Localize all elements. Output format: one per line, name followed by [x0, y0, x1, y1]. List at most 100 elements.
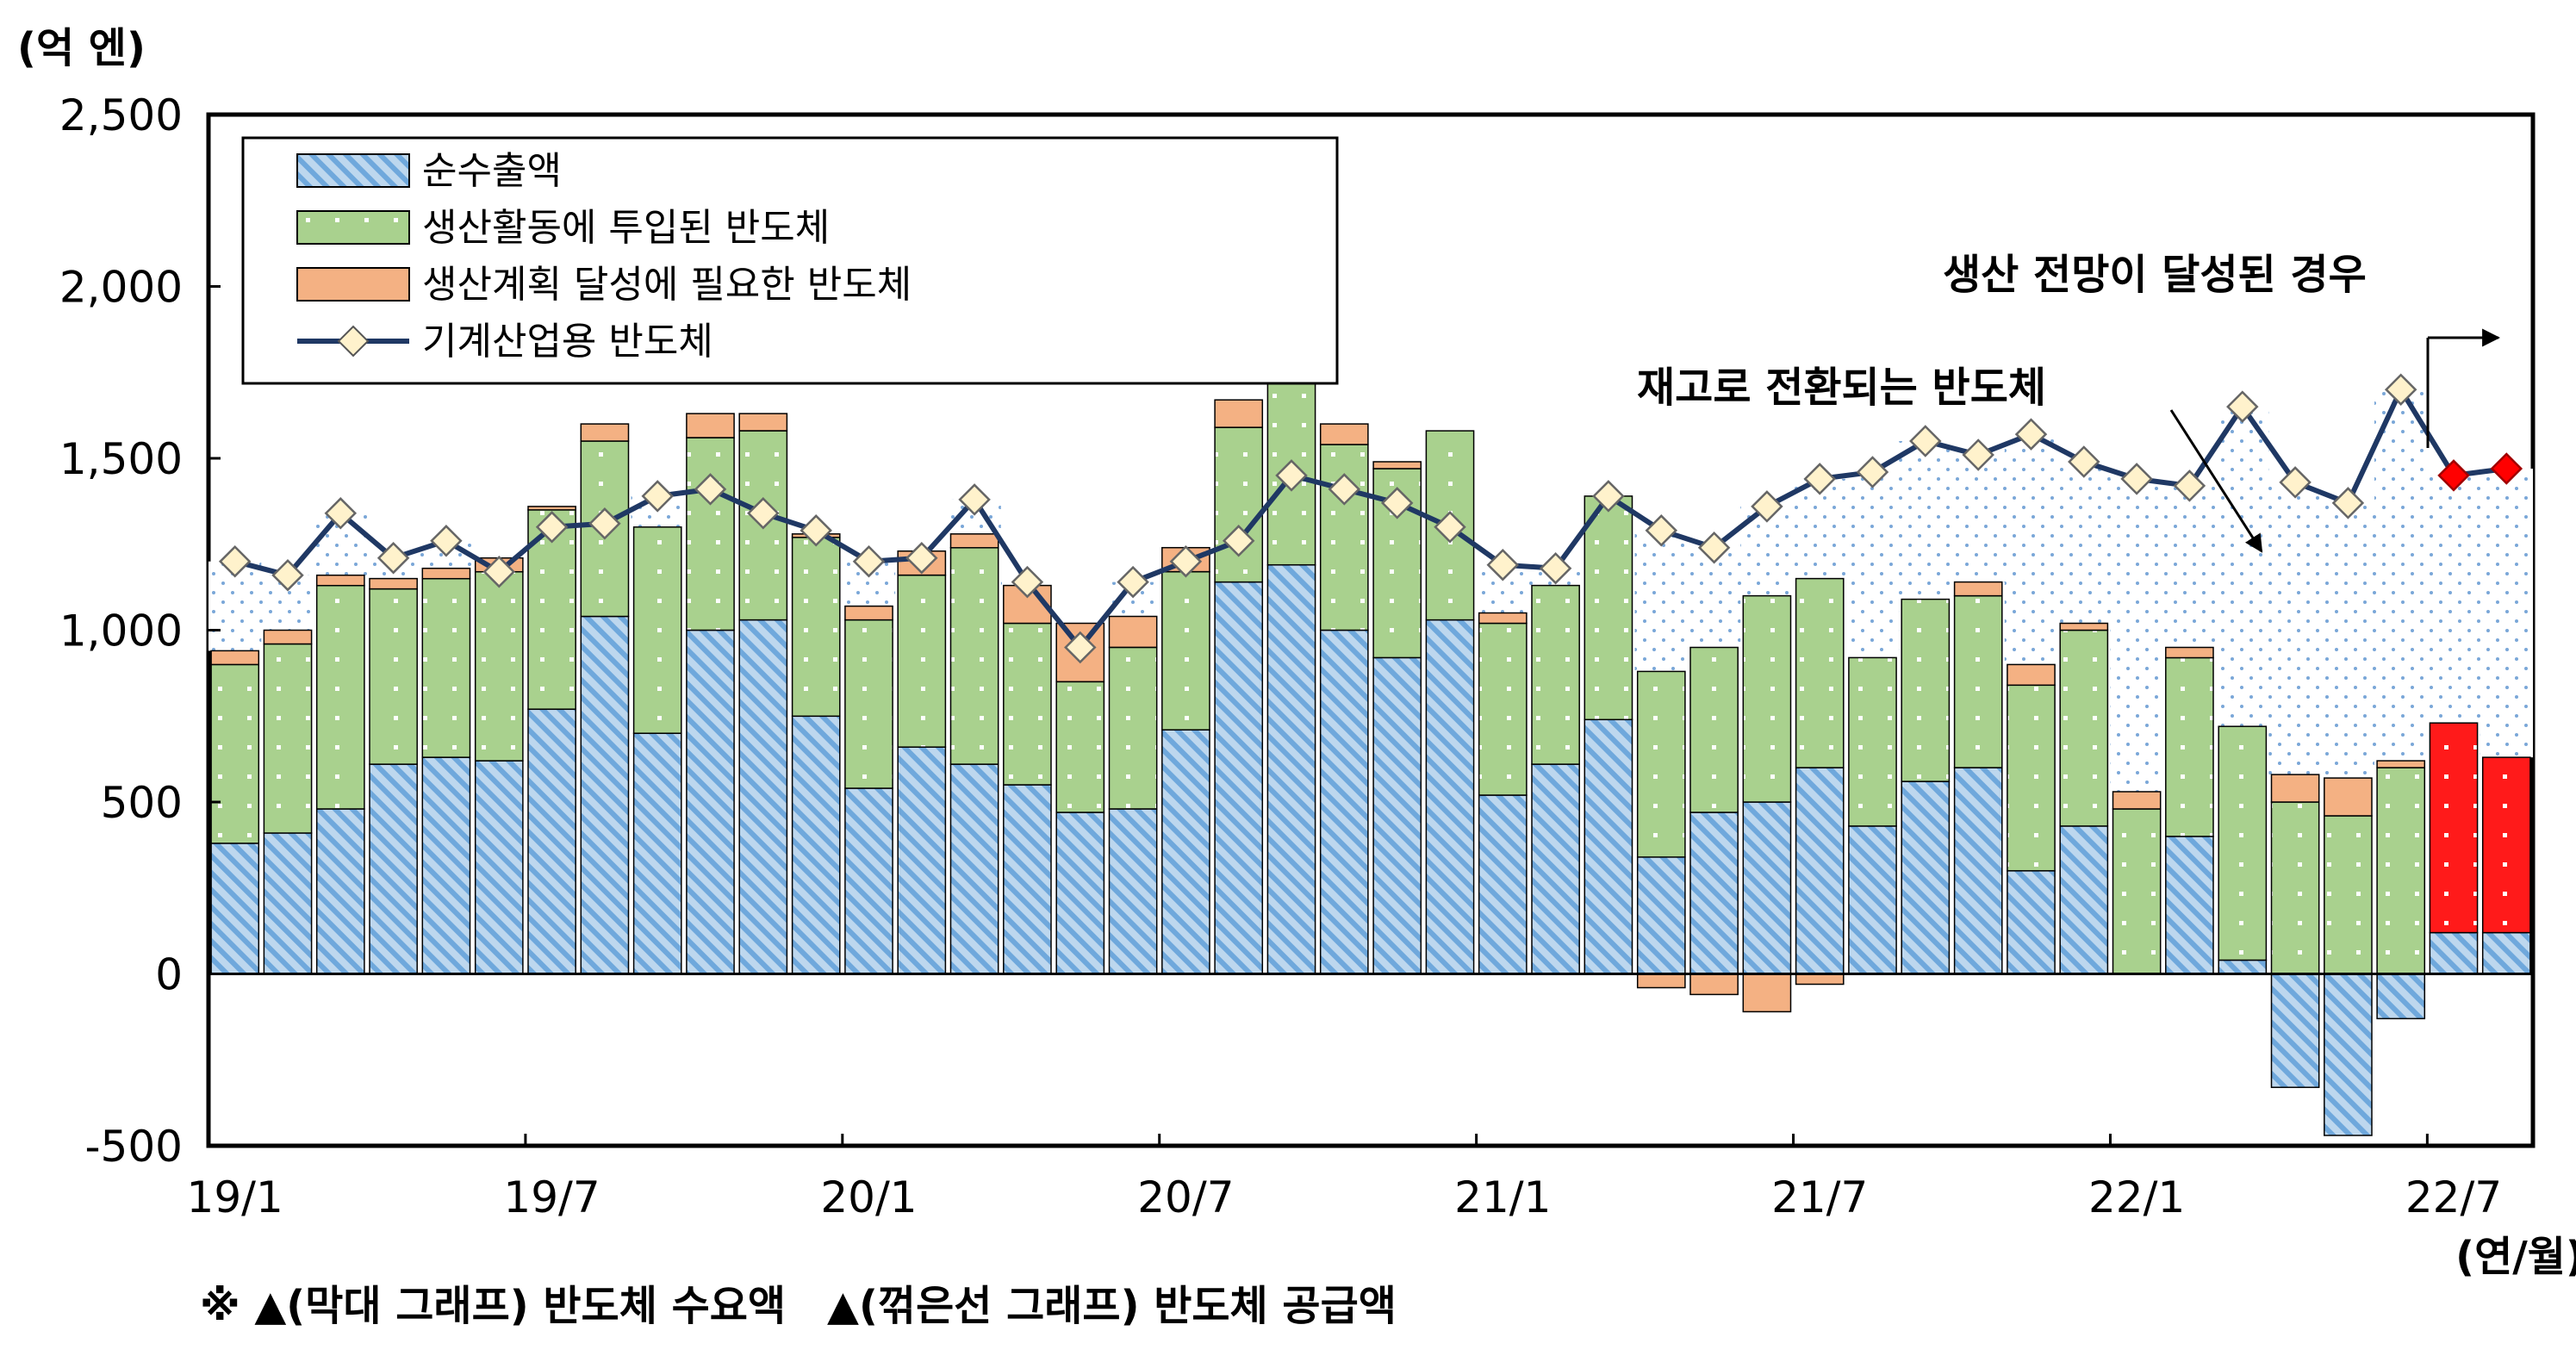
- line-point-17: [1117, 565, 1149, 599]
- bar-production-29: [1742, 594, 1792, 803]
- bar-plan-34: [2007, 663, 2056, 687]
- line-point-27: [1645, 514, 1678, 547]
- bar-plan-40: [2324, 777, 2373, 817]
- x-axis-labels: 19/1 19/7 20/1 20/7 21/1 21/7 22/1 22/7: [187, 1172, 2503, 1222]
- line-point-2: [324, 497, 358, 530]
- line-point-7: [588, 507, 621, 540]
- bar-production-40: [2324, 815, 2373, 975]
- y-tick-label-3: 1,000: [59, 606, 183, 656]
- line-point-43: [2490, 452, 2523, 485]
- bar-production-41: [2376, 767, 2426, 975]
- y-axis-labels: -500 0 500 1,000 1,500 2,000 2,500: [59, 90, 183, 1172]
- y-tick-label-2: 500: [101, 778, 183, 828]
- line-point-16: [1064, 631, 1097, 664]
- bar-net-export-13: [897, 746, 947, 975]
- inventory-arrow: [2169, 409, 2263, 553]
- bar-production-5: [474, 570, 524, 762]
- line-point-24: [1486, 548, 1520, 581]
- x-tick-label-5: 21/7: [1771, 1172, 1868, 1222]
- bar-plan-33: [1953, 581, 2003, 597]
- bar-plan-35: [2059, 622, 2109, 631]
- bar-production-2: [315, 584, 365, 810]
- line-point-4: [430, 525, 463, 557]
- bar-net-export-38: [2218, 959, 2268, 975]
- bar-production-31: [1848, 656, 1897, 827]
- bar-production-16: [1055, 681, 1105, 813]
- bar-production-8: [632, 526, 682, 734]
- annotation-forecast: 생산 전망이 달성된 경우: [1943, 251, 2367, 299]
- bar-plan-9: [686, 413, 735, 438]
- line-point-37: [2173, 470, 2206, 502]
- bar-net-export-31: [1848, 825, 1897, 975]
- bar-net-export-10: [738, 619, 788, 975]
- bar-net-export-14: [949, 763, 999, 975]
- bar-net-export-9: [686, 629, 735, 975]
- bar-plan-37: [2165, 646, 2214, 659]
- bar-production-1: [263, 643, 313, 834]
- line-point-15: [1011, 565, 1044, 599]
- bar-plan-24: [1478, 612, 1528, 625]
- bar-plan-28: [1689, 973, 1739, 996]
- line-point-42: [2437, 459, 2470, 492]
- bar-plan-36: [2112, 791, 2162, 810]
- bar-net-export-28: [1689, 812, 1739, 975]
- bar-net-export-40: [2324, 973, 2373, 1136]
- bar-plan-22: [1372, 461, 1422, 470]
- bar-production-13: [897, 574, 947, 748]
- bar-net-export-43: [2481, 931, 2531, 975]
- line-point-22: [1380, 487, 1414, 519]
- bar-net-export-15: [1003, 784, 1052, 975]
- bar-net-export-23: [1425, 619, 1475, 975]
- legend: 순수출액 생산활동에 투입된 반도체 생산계획 달성에 필요한 반도체 기계산업…: [241, 136, 1339, 385]
- x-tick-label-3: 20/7: [1137, 1172, 1234, 1222]
- bar-plan-6: [527, 506, 576, 511]
- bar-net-export-26: [1584, 718, 1633, 975]
- inventory-area: [208, 389, 2533, 792]
- line-point-1: [271, 558, 304, 592]
- annotation-inventory: 재고로 전환되는 반도체: [1637, 364, 2046, 412]
- bar-production-4: [421, 577, 471, 758]
- bar-net-export-6: [527, 708, 576, 975]
- bar-production-9: [686, 437, 735, 631]
- line-point-41: [2384, 373, 2417, 406]
- bar-plan-3: [369, 577, 418, 590]
- line-point-26: [1592, 480, 1625, 513]
- bar-production-18: [1161, 570, 1210, 731]
- bar-net-export-24: [1478, 794, 1528, 975]
- bar-net-export-42: [2429, 931, 2479, 975]
- line-point-32: [1909, 425, 1942, 457]
- bar-production-14: [949, 546, 999, 765]
- inventory-area-layer: [208, 389, 2533, 792]
- bar-net-export-21: [1319, 629, 1369, 975]
- bar-plan-30: [1795, 973, 1845, 986]
- line-point-20: [1275, 459, 1308, 492]
- y-tick-label-1: 0: [155, 950, 183, 1000]
- bar-net-export-35: [2059, 825, 2109, 975]
- bar-forecast-43: [2481, 756, 2531, 934]
- line-point-30: [1803, 463, 1836, 495]
- legend-label-supply-line: 기계산업용 반도체: [422, 320, 713, 364]
- line-point-34: [2014, 418, 2048, 451]
- bar-net-export-33: [1953, 767, 2003, 975]
- bar-net-export-30: [1795, 767, 1845, 975]
- bar-production-26: [1584, 495, 1633, 721]
- bar-plan-2: [315, 574, 365, 587]
- y-tick-label-5: 2,000: [59, 263, 183, 313]
- bar-net-export-4: [421, 756, 471, 975]
- line-point-9: [694, 473, 727, 506]
- line-point-13: [905, 541, 938, 575]
- line-point-31: [1856, 456, 1889, 488]
- bar-plan-10: [738, 413, 788, 432]
- bar-net-export-17: [1108, 808, 1158, 975]
- bar-forecast-42: [2429, 722, 2479, 934]
- line-point-14: [958, 483, 991, 516]
- bar-production-36: [2112, 808, 2162, 975]
- bar-net-export-2: [315, 808, 365, 975]
- bar-net-export-3: [369, 763, 418, 975]
- bar-production-28: [1689, 646, 1739, 813]
- bar-plan-39: [2270, 774, 2320, 803]
- line-point-18: [1169, 544, 1203, 578]
- x-unit-label: (연/월): [2455, 1233, 2576, 1281]
- bar-net-export-27: [1636, 856, 1686, 975]
- line-point-19: [1222, 525, 1255, 557]
